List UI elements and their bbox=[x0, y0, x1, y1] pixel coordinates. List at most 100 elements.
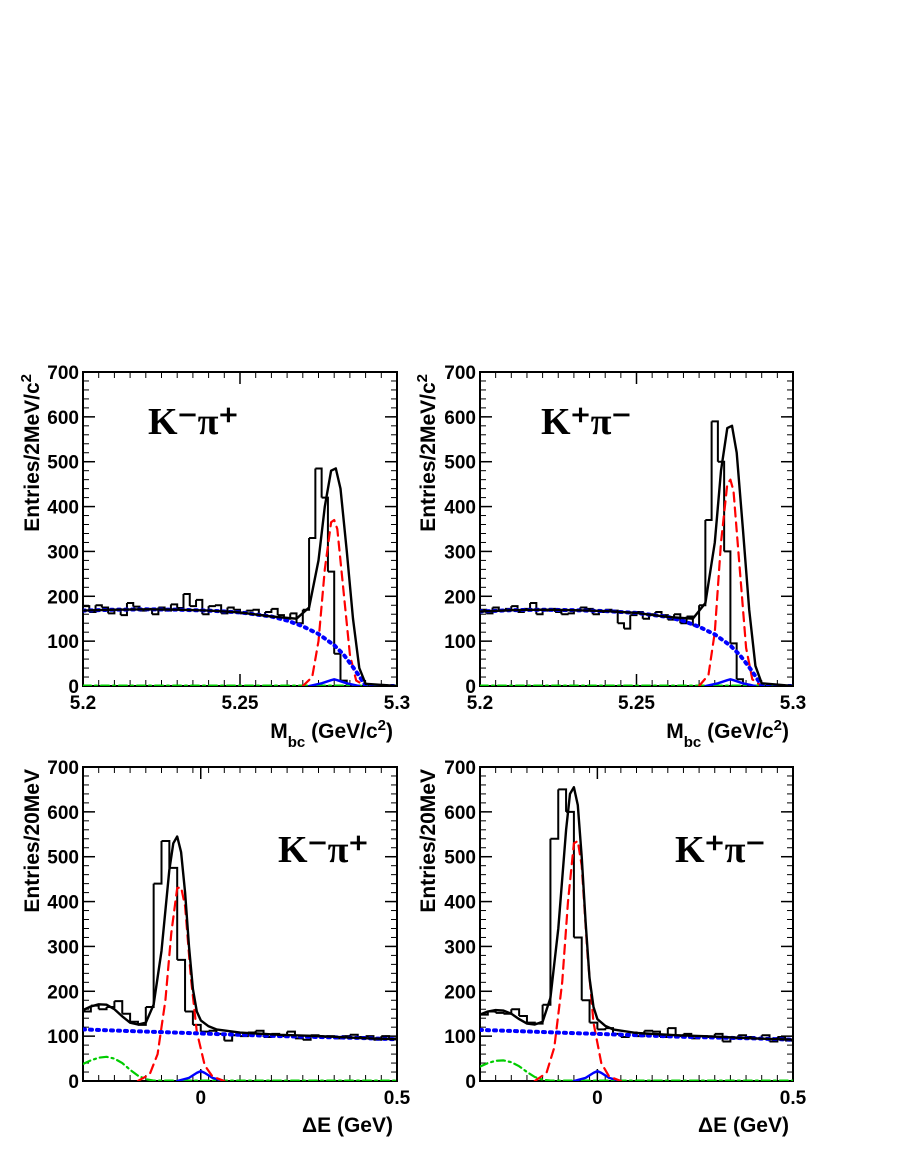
y-axis-title: Entries/2MeV/c2 bbox=[18, 374, 45, 532]
panel-de-kminus-piplus: 0 100 200 300 400 500 600 700 0 0.5 K⁻π⁺ ΔE (GeV) En… bbox=[21, 758, 411, 1137]
y-axis-title: Entries/20MeV bbox=[21, 769, 44, 913]
histogram-bin bbox=[169, 866, 179, 960]
histogram-bin bbox=[98, 1006, 108, 1011]
histogram-bin bbox=[644, 1029, 654, 1032]
series-peaking-background-line bbox=[307, 678, 361, 686]
histogram-bin bbox=[573, 936, 583, 1001]
histogram-bin bbox=[714, 1032, 724, 1042]
y-tick-label: 300 bbox=[444, 937, 476, 958]
y-tick-label: 0 bbox=[465, 1072, 476, 1093]
histogram-bin bbox=[536, 610, 544, 616]
y-tick-label: 500 bbox=[444, 848, 476, 869]
y-tick-label: 700 bbox=[47, 363, 79, 384]
histogram-bin bbox=[561, 613, 569, 616]
y-tick-label: 500 bbox=[47, 848, 79, 869]
histogram-bin bbox=[208, 605, 216, 608]
y-tick-label: 400 bbox=[444, 893, 476, 914]
y-tick-label: 200 bbox=[444, 587, 476, 608]
histogram-bin bbox=[153, 841, 163, 885]
series-signal-line bbox=[698, 478, 763, 686]
histogram-bin bbox=[581, 999, 591, 1023]
histogram-bin bbox=[309, 468, 317, 539]
y-tick-label: 500 bbox=[444, 453, 476, 474]
histogram-bin bbox=[170, 603, 179, 608]
histogram-bin bbox=[189, 599, 198, 608]
series-peaking-background-line bbox=[176, 1069, 226, 1081]
histogram-bin bbox=[183, 593, 191, 607]
y-tick-label: 700 bbox=[444, 758, 476, 779]
y-tick-label: 200 bbox=[47, 982, 79, 1003]
y-tick-label: 0 bbox=[68, 1072, 79, 1093]
series-total-fit-line bbox=[83, 835, 397, 1041]
plot-area bbox=[83, 835, 397, 1081]
series-signal-line bbox=[136, 886, 226, 1081]
plot-frame bbox=[479, 371, 794, 687]
x-tick-label: 0.5 bbox=[384, 1088, 411, 1109]
panel-label: K⁻π⁺ bbox=[278, 829, 369, 871]
histogram-bin bbox=[555, 610, 563, 615]
y-tick-label: 600 bbox=[444, 803, 476, 824]
x-tick-label: 5.2 bbox=[70, 693, 96, 714]
plot-area bbox=[480, 786, 793, 1081]
histogram-bin bbox=[302, 537, 311, 611]
histogram-bin bbox=[495, 1011, 505, 1014]
histogram-bin bbox=[271, 607, 279, 616]
panel-de-kplus-piminus: 0 100 200 300 400 500 600 700 0 0.5 K⁺π⁻ ΔE (GeV) En… bbox=[417, 758, 807, 1137]
panel-mbc-kplus-piminus: 0 100 200 300 400 500 600 700 5.2 5.25 5.3 K⁺π⁻ Mbc … bbox=[414, 363, 807, 751]
histogram-bin bbox=[315, 467, 323, 498]
histogram-bin bbox=[161, 840, 171, 868]
series-total-fit-line bbox=[480, 786, 793, 1041]
histogram-bin bbox=[126, 602, 135, 607]
y-tick-label: 200 bbox=[47, 587, 79, 608]
histogram-bin bbox=[730, 642, 738, 680]
histogram-bin bbox=[145, 883, 155, 1008]
histogram-bin bbox=[711, 420, 719, 462]
series-peaking-background-line bbox=[572, 1069, 623, 1081]
histogram-bin bbox=[699, 520, 707, 607]
y-tick-label: 600 bbox=[444, 408, 476, 429]
y-tick-label: 300 bbox=[444, 542, 476, 563]
histogram-bin bbox=[667, 1027, 677, 1037]
series-peaking-background-line bbox=[704, 678, 757, 686]
series-signal-line bbox=[301, 518, 367, 686]
panel-label: K⁺π⁻ bbox=[541, 401, 632, 443]
histogram-bin bbox=[623, 615, 632, 630]
histogram-bin bbox=[519, 1014, 528, 1023]
y-tick-label: 400 bbox=[47, 893, 79, 914]
histogram-bin bbox=[550, 789, 560, 840]
histogram-bin bbox=[114, 1000, 124, 1014]
y-tick-label: 100 bbox=[47, 1027, 79, 1048]
y-tick-label: 300 bbox=[47, 937, 79, 958]
histogram-bin bbox=[542, 838, 552, 1006]
plot-area bbox=[83, 467, 397, 686]
histogram-bin bbox=[101, 606, 110, 614]
x-tick-label: 5.3 bbox=[780, 693, 806, 714]
histogram-bin bbox=[246, 609, 254, 612]
histogram-bin bbox=[327, 570, 336, 654]
y-tick-label: 100 bbox=[47, 632, 79, 653]
plot-frame bbox=[82, 371, 398, 687]
y-tick-label: 400 bbox=[444, 498, 476, 519]
y-tick-label: 700 bbox=[444, 363, 476, 384]
y-tick-label: 100 bbox=[444, 1027, 476, 1048]
y-tick-label: 600 bbox=[47, 803, 79, 824]
y-tick-label: 400 bbox=[47, 498, 79, 519]
y-tick-label: 500 bbox=[47, 453, 79, 474]
y-axis-title: Entries/2MeV/c2 bbox=[414, 374, 441, 532]
histogram-bin bbox=[558, 788, 568, 812]
y-tick-label: 300 bbox=[47, 542, 79, 563]
x-tick-label: 5.25 bbox=[618, 693, 655, 714]
y-tick-label: 0 bbox=[68, 677, 79, 698]
plot-area bbox=[480, 420, 793, 686]
histogram-bin bbox=[511, 1008, 521, 1016]
histogram-bin bbox=[597, 1028, 607, 1031]
histogram-bin bbox=[705, 421, 713, 522]
histogram-bin bbox=[724, 550, 732, 644]
x-tick-label: 5.2 bbox=[467, 693, 493, 714]
panel-mbc-kminus-piplus: 0 100 200 300 400 500 600 700 5.2 5.25 5.3 K⁻π⁺ Mbc … bbox=[18, 363, 411, 751]
panel-label: K⁺π⁻ bbox=[675, 829, 766, 871]
histogram-bin bbox=[722, 1038, 732, 1043]
x-axis-title: Mbc (GeV/c2) bbox=[666, 717, 789, 751]
x-tick-label: 5.25 bbox=[222, 693, 259, 714]
series-total-fit-line bbox=[480, 424, 793, 686]
